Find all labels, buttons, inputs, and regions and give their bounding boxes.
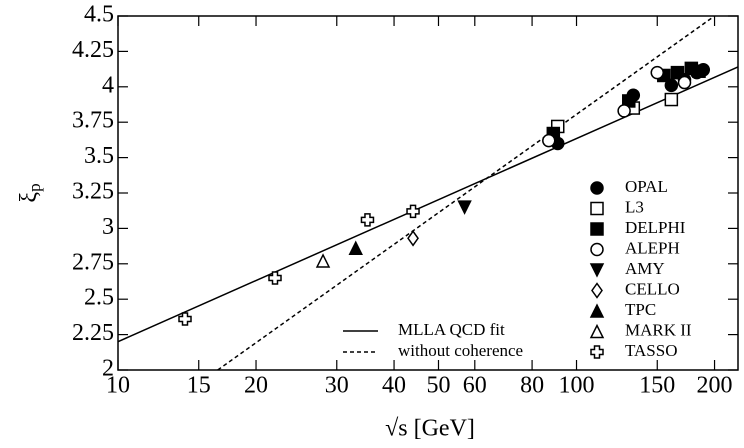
legend-label: OPAL <box>625 177 668 196</box>
legend-marker <box>590 345 604 359</box>
y-tick-label: 2 <box>102 356 114 382</box>
legend-marker <box>590 242 604 257</box>
x-tick-label: 15 <box>187 373 211 399</box>
y-tick-label: 3.5 <box>84 143 114 169</box>
marker <box>457 200 472 215</box>
y-tick-label: 4 <box>102 72 114 98</box>
marker <box>542 133 556 148</box>
legend-label: TPC <box>625 300 656 319</box>
legend-label: L3 <box>625 197 644 216</box>
x-tick-label: 200 <box>697 373 733 399</box>
x-tick-label: 20 <box>244 373 268 399</box>
marker <box>692 64 706 78</box>
x-tick-label: 50 <box>426 373 450 399</box>
marker <box>677 75 692 90</box>
marker <box>360 213 375 227</box>
x-tick-label: 60 <box>463 373 487 399</box>
y-tick-label: 4.25 <box>72 37 114 63</box>
marker <box>407 230 419 247</box>
marker <box>650 65 665 80</box>
legend-label: AMY <box>625 259 665 278</box>
legend-marker <box>591 282 603 299</box>
y-axis-label: ξp <box>16 183 44 202</box>
plot-area <box>118 16 738 370</box>
y-tick-label: 2.75 <box>72 249 114 275</box>
legend-marker <box>589 303 605 318</box>
x-tick-label: 150 <box>639 373 675 399</box>
marker <box>670 65 685 80</box>
legend-label: DELPHI <box>625 218 686 237</box>
x-tick-label: 30 <box>325 373 349 399</box>
y-axis-label-main: ξ <box>16 192 42 203</box>
y-tick-label: 3.25 <box>72 179 114 205</box>
marker <box>348 240 363 255</box>
y-tick-label: 3 <box>102 214 114 240</box>
fit-line <box>217 16 715 370</box>
legend-label: MLLA QCD fit <box>398 320 505 339</box>
legend-label: ALEPH <box>625 238 680 257</box>
marker <box>268 271 282 285</box>
marker <box>406 204 420 219</box>
marker <box>664 92 679 107</box>
legend-marker <box>590 181 604 195</box>
y-tick-label: 2.25 <box>72 320 114 346</box>
y-tick-label: 2.5 <box>84 285 114 311</box>
y-tick-label: 3.75 <box>72 108 114 134</box>
legend-marker <box>590 222 604 236</box>
y-axis-label-sub: p <box>25 183 44 192</box>
legend-label: TASSO <box>625 341 678 360</box>
x-tick-label: 10 <box>106 373 130 399</box>
x-tick-label: 40 <box>382 373 406 399</box>
x-axis-label: √s [GeV] <box>385 416 475 442</box>
legend-marker <box>590 201 604 216</box>
marker <box>315 253 331 268</box>
y-tick-label: 4.5 <box>84 2 114 28</box>
legend-label: CELLO <box>625 279 680 298</box>
legend-marker <box>589 323 605 339</box>
marker <box>617 104 631 118</box>
x-tick-label: 100 <box>559 373 595 399</box>
marker <box>178 312 192 326</box>
legend-label: without coherence <box>398 341 523 360</box>
x-tick-label: 80 <box>520 373 544 399</box>
legend-label: MARK II <box>625 320 692 339</box>
legend-marker <box>589 263 605 278</box>
